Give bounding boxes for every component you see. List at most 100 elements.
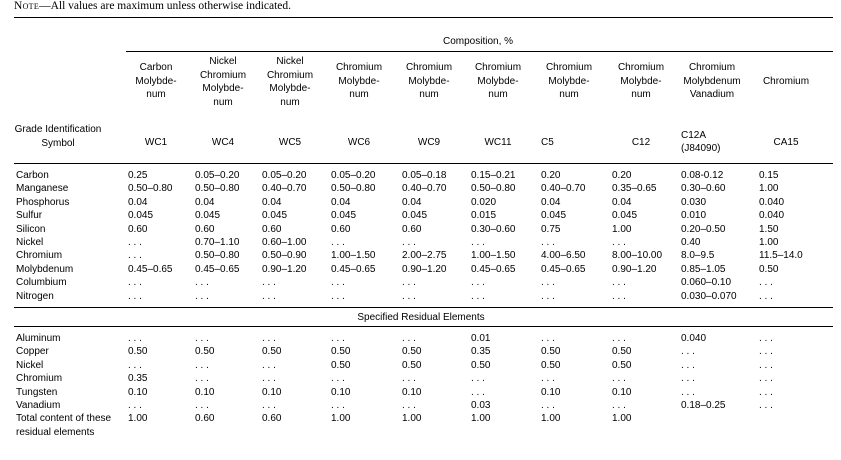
residual-value: 0.50 bbox=[331, 346, 351, 358]
table-note: Note—All values are maximum unless other… bbox=[14, 0, 291, 12]
column-type-header: Nickel Chromium Molybde-num bbox=[199, 56, 247, 108]
residual-value: . . . bbox=[195, 333, 209, 344]
element-value: 0.045 bbox=[128, 210, 154, 222]
element-value: . . . bbox=[128, 250, 142, 262]
element-value: 0.60 bbox=[195, 223, 215, 235]
top-rule bbox=[14, 17, 833, 18]
element-name: Tungsten bbox=[16, 386, 58, 398]
element-value: 0.045 bbox=[612, 210, 638, 222]
element-value: 0.90–1.20 bbox=[612, 263, 657, 275]
element-value: . . . bbox=[759, 290, 773, 302]
element-value: 1.00 bbox=[759, 237, 779, 248]
column-type-header: Nickel Chromium Molybde-num bbox=[266, 56, 314, 108]
element-value: 0.35–0.65 bbox=[612, 183, 657, 195]
element-value: 0.60 bbox=[262, 223, 282, 235]
grade-symbol: C12A (J84090) bbox=[681, 130, 721, 155]
residual-value: . . . bbox=[128, 333, 142, 344]
element-value: 0.40–0.70 bbox=[541, 183, 586, 195]
element-value: . . . bbox=[331, 237, 345, 248]
residual-value: 0.03 bbox=[471, 400, 491, 411]
element-name: Vanadium bbox=[16, 400, 61, 411]
element-name: Nickel bbox=[16, 359, 44, 371]
element-value: 0.30–0.60 bbox=[681, 183, 726, 195]
grade-symbol: WC11 bbox=[484, 137, 512, 148]
element-value: . . . bbox=[471, 277, 485, 289]
element-value: 0.20 bbox=[541, 170, 561, 181]
element-value: . . . bbox=[541, 237, 555, 248]
element-value: 0.045 bbox=[331, 210, 357, 222]
residual-value: . . . bbox=[681, 373, 695, 385]
element-value: 0.50 bbox=[759, 263, 779, 275]
element-value: 0.50–0.80 bbox=[128, 183, 173, 195]
residual-value: . . . bbox=[681, 386, 695, 398]
element-value: 4.00–6.50 bbox=[541, 250, 586, 262]
element-value: . . . bbox=[128, 237, 142, 248]
residual-value: . . . bbox=[262, 359, 276, 371]
residual-value: 0.50 bbox=[331, 359, 351, 371]
residual-value: . . . bbox=[541, 400, 555, 411]
column-type-header: Chromium bbox=[762, 76, 810, 87]
element-value: 0.04 bbox=[402, 196, 422, 208]
element-value: . . . bbox=[262, 277, 276, 289]
residual-value: . . . bbox=[541, 373, 555, 385]
residual-value: . . . bbox=[195, 400, 209, 411]
element-value: 0.04 bbox=[331, 196, 351, 208]
element-name: Aluminum bbox=[16, 333, 61, 344]
residual-top-rule bbox=[14, 307, 833, 308]
residual-value: . . . bbox=[759, 373, 773, 385]
element-value: 0.04 bbox=[195, 196, 215, 208]
residual-value: . . . bbox=[402, 373, 416, 385]
element-name: Copper bbox=[16, 346, 49, 358]
grade-symbol: C12 bbox=[631, 137, 651, 148]
residual-value: . . . bbox=[759, 346, 773, 358]
element-value: 0.50–0.80 bbox=[331, 183, 376, 195]
element-value: . . . bbox=[612, 290, 626, 302]
element-value: 0.045 bbox=[402, 210, 428, 222]
element-value: . . . bbox=[331, 290, 345, 302]
residual-value: . . . bbox=[759, 400, 773, 411]
element-value: 0.45–0.65 bbox=[195, 263, 240, 275]
element-value: 0.30–0.60 bbox=[471, 223, 516, 235]
residual-value: . . . bbox=[262, 400, 276, 411]
element-value: 0.05–0.20 bbox=[195, 170, 240, 181]
residual-value: 1.00 bbox=[541, 413, 561, 425]
residual-value: 0.50 bbox=[195, 346, 215, 358]
element-value: . . . bbox=[402, 237, 416, 248]
grade-symbol: CA15 bbox=[773, 137, 799, 148]
element-value: . . . bbox=[402, 277, 416, 289]
element-value: . . . bbox=[128, 277, 142, 289]
element-name: Molybdenum bbox=[16, 263, 74, 275]
column-type-header: Chromium Molybde-num bbox=[335, 62, 383, 100]
grade-symbol: WC1 bbox=[144, 137, 168, 148]
composition-header: Composition, % bbox=[442, 36, 514, 47]
residual-value: . . . bbox=[262, 333, 276, 344]
element-value: 0.50–0.90 bbox=[262, 250, 307, 262]
residual-value: . . . bbox=[612, 400, 626, 411]
element-name: Columbium bbox=[16, 277, 67, 289]
residual-value: 1.00 bbox=[331, 413, 351, 425]
element-name: Nickel bbox=[16, 237, 44, 248]
element-value: 0.040 bbox=[759, 196, 785, 208]
element-value: 0.50–0.80 bbox=[471, 183, 516, 195]
element-value: 0.045 bbox=[262, 210, 288, 222]
element-value: 0.60 bbox=[331, 223, 351, 235]
element-value: 0.20–0.50 bbox=[681, 223, 726, 235]
residual-value: 0.040 bbox=[681, 333, 707, 344]
composition-rule bbox=[126, 51, 833, 52]
residual-value: 0.10 bbox=[541, 386, 561, 398]
residual-bottom-rule bbox=[14, 326, 833, 327]
element-value: . . . bbox=[471, 237, 485, 248]
element-value: 0.40 bbox=[681, 237, 701, 248]
element-value: 2.00–2.75 bbox=[402, 250, 447, 262]
element-value: 1.50 bbox=[759, 223, 779, 235]
element-value: 0.70–1.10 bbox=[195, 237, 240, 248]
element-value: . . . bbox=[471, 290, 485, 302]
grade-symbol: WC6 bbox=[347, 137, 371, 148]
element-value: 0.030 bbox=[681, 196, 707, 208]
column-type-header: Chromium Molybdenum Vanadium bbox=[683, 62, 741, 100]
element-name: Silicon bbox=[16, 223, 46, 235]
element-value: . . . bbox=[128, 290, 142, 302]
element-value: 0.20 bbox=[612, 170, 632, 181]
residual-header: Specified Residual Elements bbox=[357, 312, 485, 323]
column-type-header: Chromium Molybde-num bbox=[405, 62, 453, 100]
